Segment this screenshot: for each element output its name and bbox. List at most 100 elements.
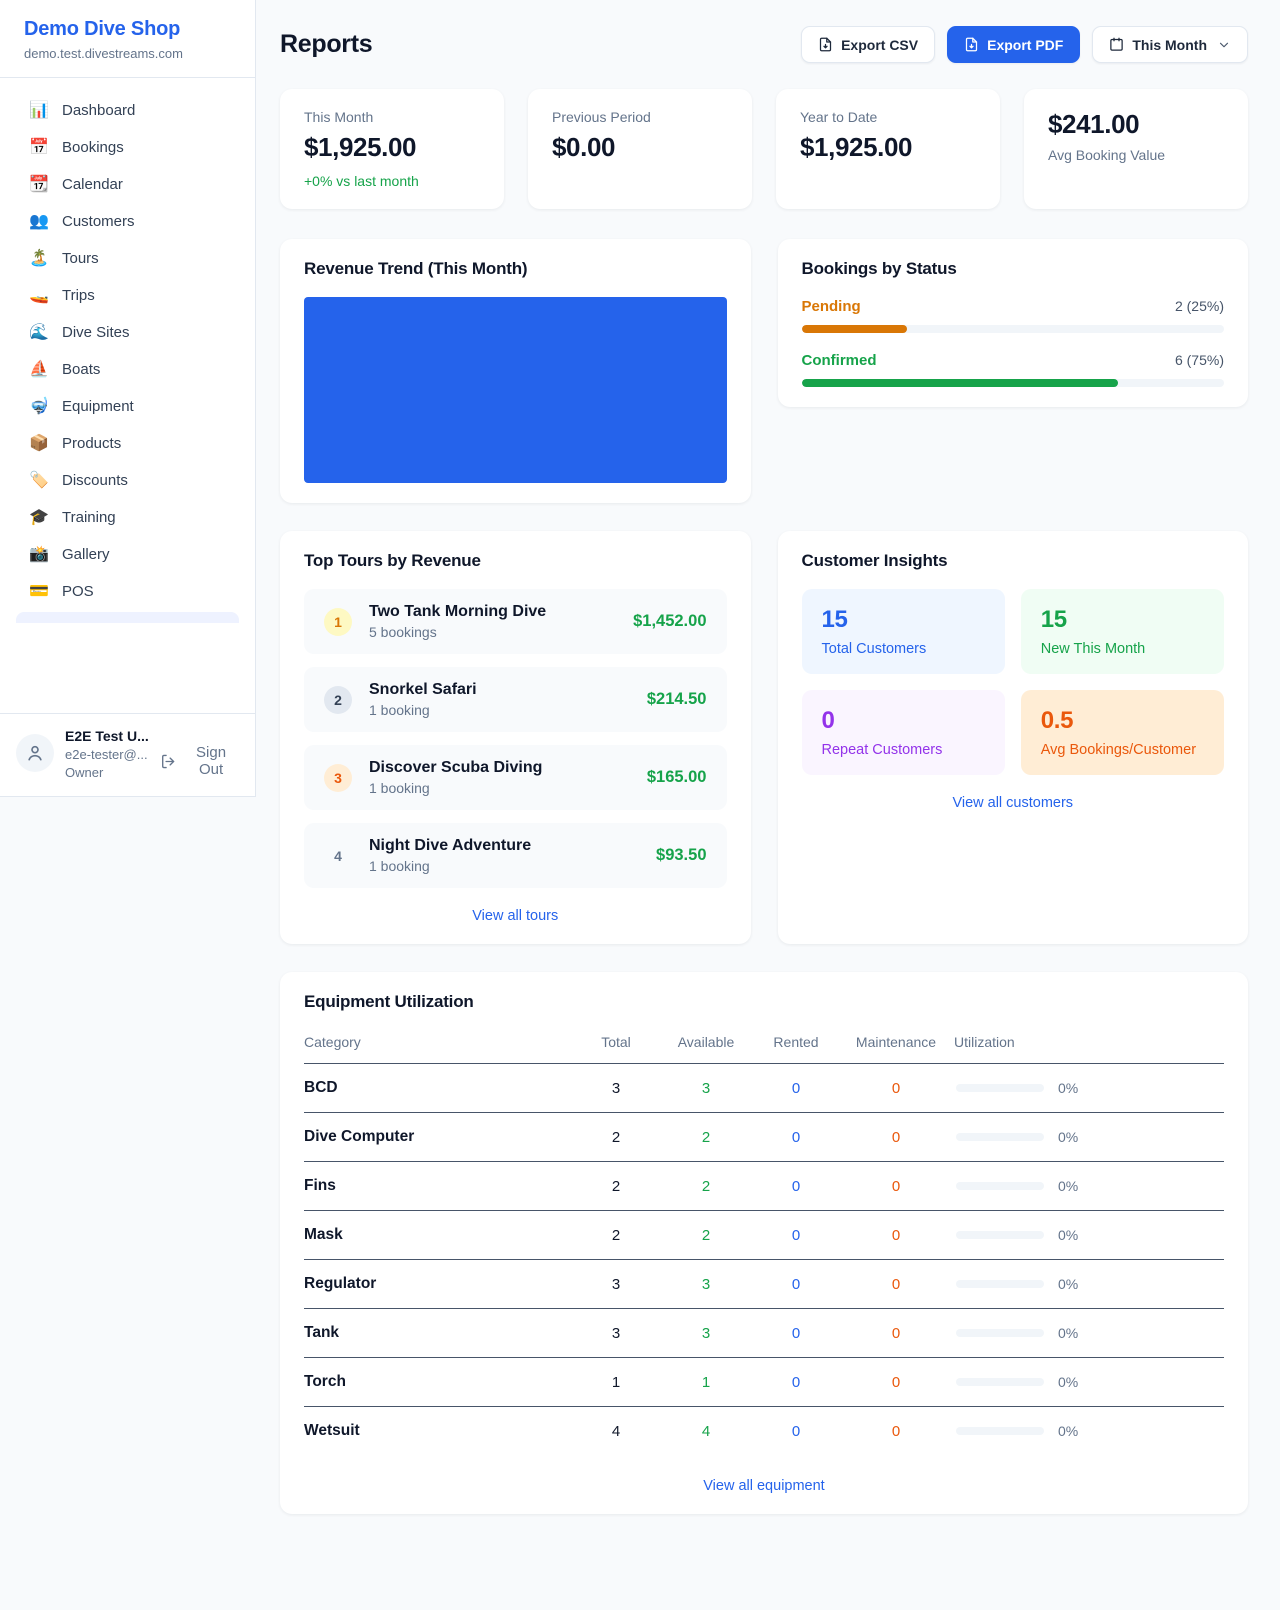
status-value: 6 (75%) <box>1174 352 1224 368</box>
utilization-label: 0% <box>1058 1129 1079 1145</box>
insights-row: Top Tours by Revenue 1 Two Tank Morning … <box>280 531 1248 944</box>
chevron-down-icon <box>1219 42 1229 47</box>
stat-value: $1,925.00 <box>304 132 417 162</box>
user-role: Owner <box>65 765 104 780</box>
period-dropdown[interactable]: This Month <box>1092 26 1248 63</box>
progress-fill <box>801 325 908 333</box>
export-csv-button[interactable]: Export CSV <box>801 26 936 63</box>
tile-label: Repeat Customers <box>821 742 943 758</box>
maintenance-count: 0 <box>891 1079 901 1097</box>
sidebar-item-equipment[interactable]: 🤿 Equipment <box>16 388 239 425</box>
equipment-category: Wetsuit <box>304 1422 360 1439</box>
export-pdf-label: Export PDF <box>987 36 1064 53</box>
progress-track <box>801 325 1224 333</box>
equipment-table: Category Total Available Rented Maintena… <box>304 1028 1224 1455</box>
sidebar-item-pos[interactable]: 💳 POS <box>16 573 239 610</box>
table-row: Torch 1 1 0 0 0% <box>304 1358 1224 1407</box>
tour-bookings: 1 booking <box>369 780 430 796</box>
tile-label: Avg Bookings/Customer <box>1040 742 1197 758</box>
user-name: E2E Test U... <box>65 728 149 744</box>
page-title: Reports <box>280 30 373 58</box>
status-label: Pending <box>801 298 861 315</box>
sidebar-item-discounts[interactable]: 🏷️ Discounts <box>16 462 239 499</box>
sidebar-item-bookings[interactable]: 📅 Bookings <box>16 129 239 166</box>
col-rented: Rented <box>773 1034 819 1050</box>
sidebar-nav: 📊 Dashboard 📅 Bookings 📆 Calendar 👥 Cust… <box>0 78 255 713</box>
maintenance-count: 0 <box>891 1373 901 1391</box>
sidebar-item-label: Tours <box>62 250 99 267</box>
tour-row: 1 Two Tank Morning Dive 5 bookings $1,45… <box>304 589 727 654</box>
sidebar-item-dashboard[interactable]: 📊 Dashboard <box>16 92 239 129</box>
tour-row: 3 Discover Scuba Diving 1 booking $165.0… <box>304 745 727 810</box>
tour-bookings: 5 bookings <box>369 624 437 640</box>
rented-count: 0 <box>791 1226 801 1244</box>
sign-out-icon <box>161 754 175 768</box>
table-row: Fins 2 2 0 0 0% <box>304 1162 1224 1211</box>
sidebar-item-dive-sites[interactable]: 🌊 Dive Sites <box>16 314 239 351</box>
tour-amount: $214.50 <box>646 690 707 708</box>
sidebar-item-tours[interactable]: 🏝️ Tours <box>16 240 239 277</box>
equipment-category: Regulator <box>304 1275 377 1292</box>
customer-insights-panel: Customer Insights 15 Total Customers 15 … <box>777 531 1248 944</box>
sidebar-item-products[interactable]: 📦 Products <box>16 425 239 462</box>
view-all-tours-link[interactable]: View all tours <box>472 908 559 924</box>
tour-bookings: 1 booking <box>369 702 430 718</box>
utilization-track <box>956 1084 1044 1092</box>
main-content: Reports Export CSV Export PDF This Month… <box>256 0 1280 1554</box>
sidebar-item-gallery[interactable]: 📸 Gallery <box>16 536 239 573</box>
sidebar-item-calendar[interactable]: 📆 Calendar <box>16 166 239 203</box>
sidebar-item-customers[interactable]: 👥 Customers <box>16 203 239 240</box>
tour-row: 4 Night Dive Adventure 1 booking $93.50 <box>304 823 727 888</box>
table-row: Wetsuit 4 4 0 0 0% <box>304 1407 1224 1455</box>
file-download-icon <box>819 37 832 52</box>
utilization-track <box>956 1427 1044 1435</box>
rented-count: 0 <box>791 1128 801 1146</box>
calendar-date-icon: 📅 <box>29 138 49 156</box>
utilization-track <box>956 1280 1044 1288</box>
tile-value: 0.5 <box>1040 707 1074 734</box>
available-count: 2 <box>701 1226 711 1244</box>
sign-out-button[interactable]: Sign Out <box>160 744 239 778</box>
sidebar-item-boats[interactable]: ⛵ Boats <box>16 351 239 388</box>
rank-badge: 2 <box>324 685 352 714</box>
sidebar-item-label: Calendar <box>62 176 123 193</box>
stat-card-year-to-date: Year to Date $1,925.00 <box>776 89 1000 209</box>
diving-mask-icon: 🤿 <box>29 397 49 415</box>
maintenance-count: 0 <box>891 1324 901 1342</box>
progress-track <box>801 379 1224 387</box>
revenue-bar <box>304 297 727 483</box>
tour-amount: $165.00 <box>646 768 707 786</box>
utilization-track <box>956 1329 1044 1337</box>
col-category: Category <box>304 1034 361 1050</box>
stat-value: $241.00 <box>1048 109 1140 139</box>
view-all-equipment-link[interactable]: View all equipment <box>703 1478 825 1494</box>
rank-badge: 4 <box>334 847 342 864</box>
tile-avg-bookings-customer: 0.5 Avg Bookings/Customer <box>1020 690 1224 775</box>
stat-label: Previous Period <box>552 109 651 125</box>
available-count: 3 <box>701 1079 711 1097</box>
file-download-icon <box>965 37 978 52</box>
view-all-customers-link[interactable]: View all customers <box>952 795 1074 811</box>
table-row: Tank 3 3 0 0 0% <box>304 1309 1224 1358</box>
maintenance-count: 0 <box>891 1177 901 1195</box>
col-total: Total <box>601 1034 631 1050</box>
panel-title: Top Tours by Revenue <box>304 551 481 570</box>
export-pdf-button[interactable]: Export PDF <box>947 26 1081 63</box>
bar-chart-icon: 📊 <box>29 101 49 119</box>
sidebar-item-label: Products <box>62 435 122 452</box>
tear-off-calendar-icon: 📆 <box>29 175 49 193</box>
utilization-label: 0% <box>1058 1325 1079 1341</box>
utilization-label: 0% <box>1058 1178 1079 1194</box>
tour-row: 2 Snorkel Safari 1 booking $214.50 <box>304 667 727 732</box>
status-row-pending: Pending 2 (25%) <box>801 298 1224 333</box>
total-count: 2 <box>611 1128 621 1146</box>
sidebar-item-training[interactable]: 🎓 Training <box>16 499 239 536</box>
sidebar-item-trips[interactable]: 🚤 Trips <box>16 277 239 314</box>
tile-label: New This Month <box>1040 641 1146 657</box>
rented-count: 0 <box>791 1275 801 1293</box>
tile-new-this-month: 15 New This Month <box>1020 589 1224 674</box>
table-row: Mask 2 2 0 0 0% <box>304 1211 1224 1260</box>
rented-count: 0 <box>791 1324 801 1342</box>
sidebar-item-active-partial[interactable] <box>16 612 239 623</box>
sidebar-item-label: POS <box>62 583 94 600</box>
